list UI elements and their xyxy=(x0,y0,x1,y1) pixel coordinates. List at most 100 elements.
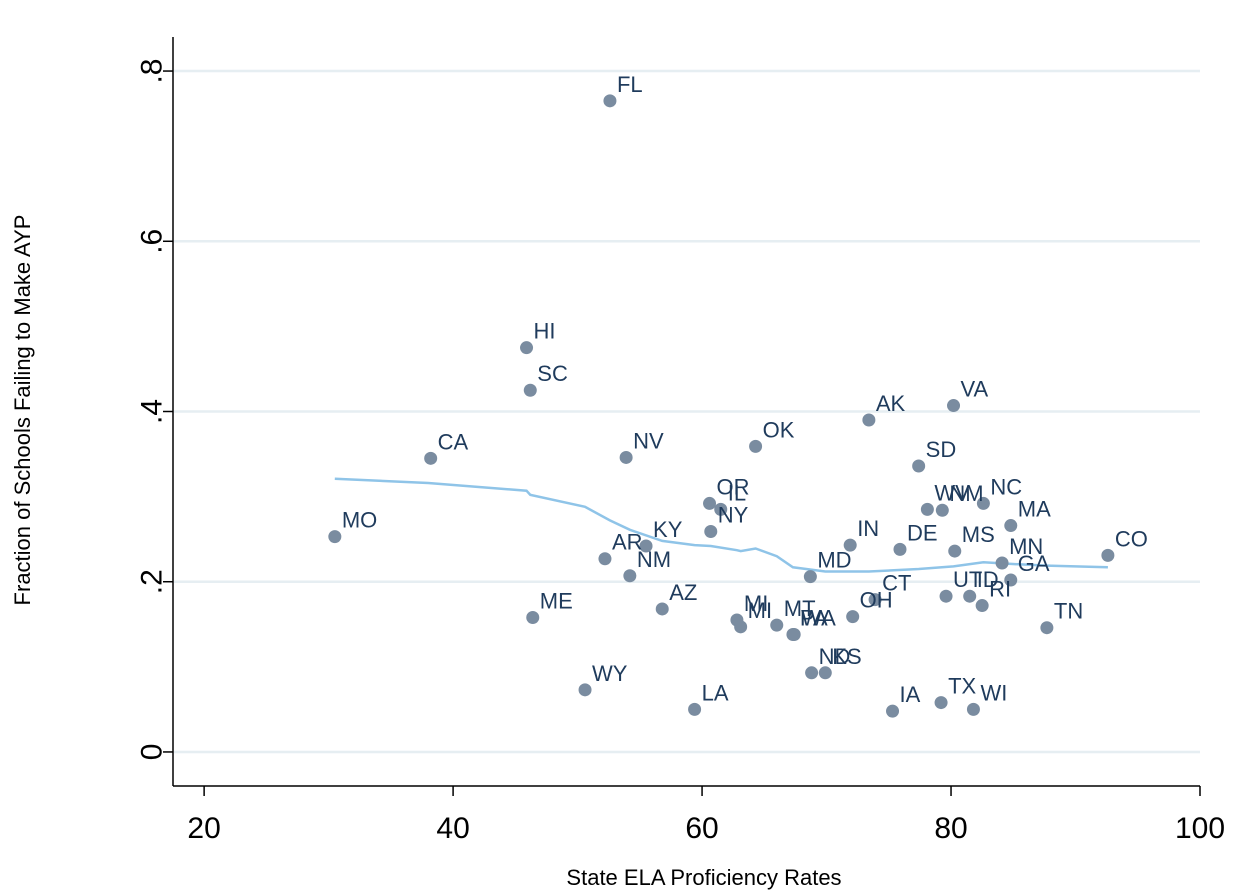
data-point xyxy=(893,542,907,556)
fit-line-group xyxy=(334,477,1108,573)
data-point xyxy=(818,666,832,680)
data-point xyxy=(912,459,926,473)
data-point xyxy=(843,538,857,552)
point-label: GA xyxy=(1018,551,1050,576)
point-label: MO xyxy=(342,508,377,533)
data-point xyxy=(578,683,592,697)
point-label: KS xyxy=(832,644,861,669)
data-point xyxy=(1004,573,1018,587)
point-label: RI xyxy=(989,577,1011,602)
ticks: 0 .2 .4 .6 .8 20 40 60 80 100 xyxy=(136,59,1226,845)
data-point xyxy=(975,599,989,613)
data-point xyxy=(714,502,728,516)
data-point xyxy=(934,696,948,710)
point-label: NC xyxy=(990,474,1022,499)
data-point xyxy=(704,525,718,539)
point-label: WV xyxy=(934,480,970,505)
point-label: KY xyxy=(653,517,683,542)
data-point xyxy=(623,569,637,583)
data-point xyxy=(734,620,748,634)
point-label: VA xyxy=(961,377,989,402)
point-label: MS xyxy=(962,522,995,547)
y-tick-label: .4 xyxy=(136,399,169,424)
gridlines xyxy=(174,69,1200,754)
data-point xyxy=(995,556,1009,570)
point-label: PA xyxy=(800,605,828,630)
point-label: NV xyxy=(633,428,664,453)
point-label: IA xyxy=(900,682,921,707)
point-label: ID xyxy=(977,567,999,592)
point-label: AK xyxy=(876,391,906,416)
point-label: SC xyxy=(537,361,568,386)
point-label: OR xyxy=(717,474,750,499)
data-point xyxy=(963,589,977,603)
data-point xyxy=(787,627,801,641)
data-points xyxy=(328,94,1115,718)
point-label: WI xyxy=(980,680,1007,705)
data-point xyxy=(328,530,342,544)
data-point xyxy=(803,570,817,584)
point-label: HI xyxy=(534,319,556,344)
point-label: AZ xyxy=(669,580,697,605)
data-point xyxy=(424,451,438,465)
point-label: IL xyxy=(728,480,746,505)
point-label: ME xyxy=(540,588,573,613)
data-point xyxy=(1040,621,1054,635)
point-label: OH xyxy=(860,588,893,613)
x-tick-label: 100 xyxy=(1175,812,1225,845)
x-tick-label: 80 xyxy=(934,812,967,845)
point-label: NM xyxy=(949,481,983,506)
data-point xyxy=(868,593,882,607)
y-tick-label: .6 xyxy=(136,229,169,254)
data-point xyxy=(805,666,819,680)
point-label: CA xyxy=(438,429,469,454)
y-axis-title: Fraction of Schools Failing to Make AYP xyxy=(10,215,35,606)
y-tick-label: .8 xyxy=(136,59,169,84)
data-point xyxy=(520,341,534,355)
data-point xyxy=(1004,519,1018,533)
point-label: TX xyxy=(948,674,976,699)
data-point xyxy=(526,610,540,624)
data-point xyxy=(846,610,860,624)
data-point xyxy=(935,503,949,517)
point-label: NY xyxy=(718,503,749,528)
point-label: NM xyxy=(637,547,671,572)
point-label: MD xyxy=(817,548,851,573)
data-point xyxy=(939,589,953,603)
x-tick-label: 40 xyxy=(436,812,469,845)
point-label: LA xyxy=(702,680,729,705)
data-point xyxy=(523,383,537,397)
point-label: MN xyxy=(1009,534,1043,559)
x-tick-label: 20 xyxy=(187,812,220,845)
y-tick-label: .2 xyxy=(136,569,169,594)
x-axis-title: State ELA Proficiency Rates xyxy=(566,865,841,890)
x-tick-label: 60 xyxy=(685,812,718,845)
point-label: WY xyxy=(592,661,628,686)
data-point xyxy=(1101,548,1115,562)
point-label: MT xyxy=(784,596,816,621)
point-label: CO xyxy=(1115,526,1148,551)
data-point xyxy=(966,702,980,716)
y-tick-label: 0 xyxy=(136,744,169,761)
point-label: OK xyxy=(763,417,795,442)
point-label: WA xyxy=(801,605,836,630)
point-label: CT xyxy=(882,571,911,596)
data-point xyxy=(639,539,653,553)
data-point xyxy=(920,502,934,516)
data-point xyxy=(886,704,900,718)
fit-line xyxy=(334,477,1108,573)
data-point xyxy=(948,544,962,558)
data-point xyxy=(947,399,961,413)
point-label: MA xyxy=(1018,497,1051,522)
point-label: IN xyxy=(857,516,879,541)
point-label: TN xyxy=(1054,599,1083,624)
data-point xyxy=(619,450,633,464)
point-label: UT xyxy=(953,567,982,592)
point-label: AR xyxy=(612,530,643,555)
point-label: FL xyxy=(617,72,643,97)
point-label: MI xyxy=(744,591,768,616)
point-label: MI xyxy=(748,598,772,623)
